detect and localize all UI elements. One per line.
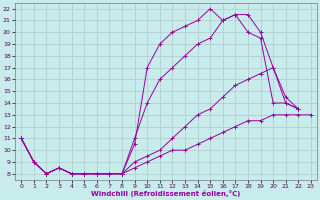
X-axis label: Windchill (Refroidissement éolien,°C): Windchill (Refroidissement éolien,°C) bbox=[92, 190, 241, 197]
